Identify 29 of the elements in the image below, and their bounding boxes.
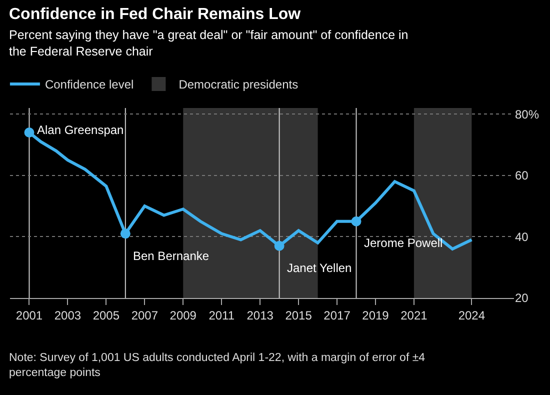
- annotation: Ben Bernanke: [133, 249, 210, 263]
- x-tick-label: 2015: [285, 308, 312, 322]
- x-tick-label: 2013: [246, 308, 274, 322]
- chart-subtitle: Percent saying they have "a great deal" or "fair amount" of confidence in the Federal Reserve chair: [9, 28, 408, 58]
- annotation: Janet Yellen: [287, 261, 352, 275]
- x-tick-label: 2019: [362, 308, 390, 322]
- x-tick-label: 2007: [131, 308, 158, 322]
- x-tick-label: 2001: [16, 308, 43, 322]
- x-tick-label: 2009: [170, 308, 197, 322]
- annotation: Jerome Powell: [364, 236, 443, 250]
- x-tick-label: 2021: [400, 308, 428, 322]
- y-tick-label: 40: [515, 230, 529, 244]
- y-tick-label: 20: [515, 291, 529, 306]
- x-tick-label: 2024: [458, 308, 486, 322]
- point: [24, 128, 34, 138]
- x-tick-label: 2017: [324, 308, 351, 322]
- x-tick-label: 2005: [92, 308, 120, 322]
- annotation: Alan Greenspan: [37, 123, 124, 137]
- y-tick-label: 80%: [515, 107, 540, 122]
- legend-label: Democratic presidents: [178, 78, 298, 92]
- y-tick-label: 60: [515, 168, 529, 183]
- x-tick-label: 2003: [54, 308, 82, 322]
- text: Note: Survey of 1,001 US adults conducted April 1-22, with a margin of error of ±4 percentage points: [9, 352, 426, 379]
- legend-label: Confidence level: [44, 78, 134, 92]
- point: [120, 228, 130, 239]
- chart-title: Confidence in Fed Chair Remains Low: [9, 6, 302, 23]
- point: [274, 240, 284, 251]
- point: [351, 216, 362, 226]
- x-tick-label: 2011: [208, 308, 235, 322]
